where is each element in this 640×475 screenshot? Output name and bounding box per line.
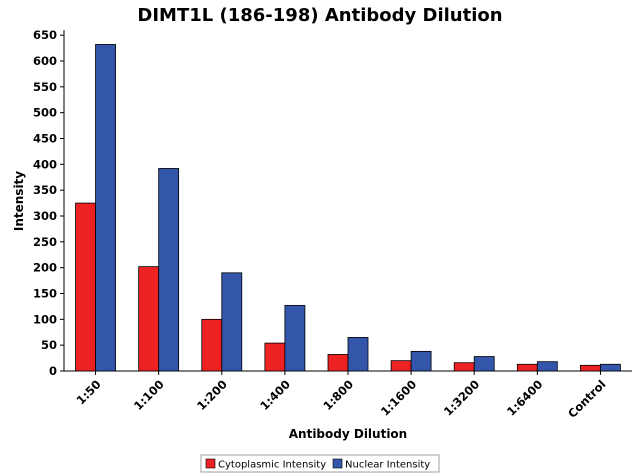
bar-nuclear [600, 363, 621, 372]
x-tick-label: 1:1600 [378, 377, 419, 418]
bar-nuclear [410, 350, 432, 372]
x-tick-label: 1:100 [131, 377, 167, 413]
legend: Cytoplasmic Intensity Nuclear Intensity [200, 454, 440, 473]
bar-cytoplasmic [516, 363, 538, 372]
bar-cytoplasmic [453, 362, 475, 372]
bar-nuclear [284, 304, 306, 372]
x-tick-label: 1:400 [257, 377, 293, 413]
bar-cytoplasmic [580, 364, 601, 372]
y-tick-label: 400 [33, 157, 57, 171]
bar-nuclear [158, 168, 180, 372]
bar-nuclear [221, 272, 243, 372]
legend-label: Nuclear Intensity [345, 460, 430, 471]
y-axis-title: Intensity [12, 171, 26, 231]
legend-box [200, 454, 440, 473]
bar-cytoplasmic [201, 318, 223, 372]
y-tick-label: 350 [33, 183, 57, 197]
y-tick-label: 650 [33, 28, 57, 42]
x-tick-label: 1:50 [74, 377, 104, 407]
legend-swatch [332, 458, 343, 469]
plot-area: 0 50 100 150 200 250 300 350 400 450 500 550 600 650 1… [33, 28, 632, 421]
bar-cytoplasmic [138, 266, 160, 372]
x-tick-label: 1:6400 [504, 377, 545, 418]
bar-cytoplasmic [390, 360, 412, 372]
x-tick-label: 1:800 [320, 377, 356, 413]
x-tick-label: Control [565, 377, 609, 421]
y-tick-label: 250 [33, 235, 57, 249]
bar-nuclear [473, 356, 495, 372]
y-tick-label: 150 [33, 287, 57, 301]
y-tick-label: 0 [49, 364, 57, 378]
y-tick-label: 450 [33, 132, 57, 146]
y-tick-label: 600 [33, 54, 57, 68]
x-axis-title: Antibody Dilution [289, 427, 407, 441]
bar-nuclear [95, 44, 116, 372]
bar-cytoplasmic [264, 342, 286, 372]
y-tick-label: 200 [33, 261, 57, 275]
y-tick-label: 500 [33, 106, 57, 120]
legend-label: Cytoplasmic Intensity [218, 460, 326, 471]
legend-swatch [205, 458, 216, 469]
y-tick-label: 550 [33, 80, 57, 94]
bar-nuclear [536, 361, 558, 372]
bar-cytoplasmic [75, 202, 96, 372]
chart-title: DIMT1L (186-198) Antibody Dilution [137, 5, 502, 26]
bar-nuclear [347, 337, 369, 372]
y-tick-label: 300 [33, 209, 57, 223]
x-tick-label: 1:200 [194, 377, 230, 413]
x-tick-label: 1:3200 [441, 377, 482, 418]
y-tick-label: 100 [33, 312, 57, 326]
y-tick-label: 50 [41, 338, 57, 352]
bar-cytoplasmic [327, 354, 349, 372]
